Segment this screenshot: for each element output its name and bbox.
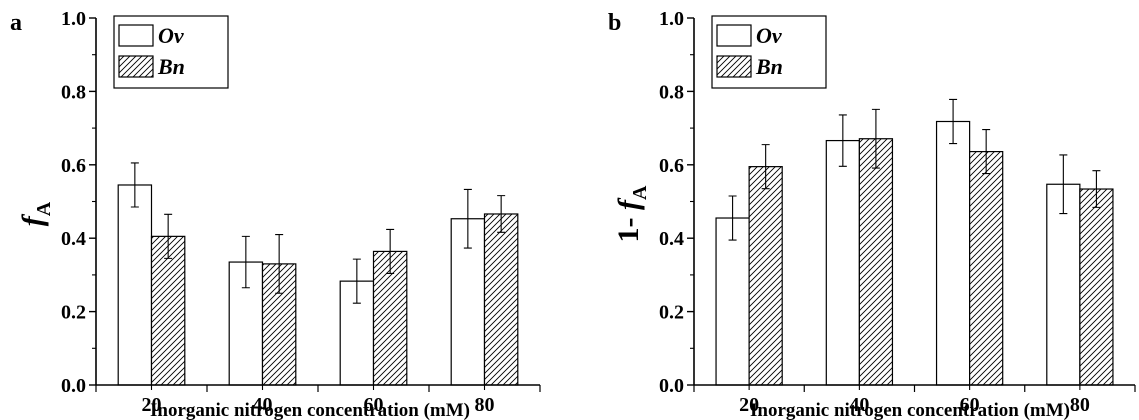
bar-bn-40 [858,138,894,386]
y-axis-label-a: fA [16,201,55,226]
x-axis-label-a: Inorganic nitrogen concentration (mM) [150,400,470,420]
error-bar-bn-80 [497,195,506,233]
bar-bn-20 [748,166,783,386]
x-tick-label-a-20: 20 [142,394,162,416]
error-bar-ov-20 [728,195,737,241]
legend-label-bn: Bn [755,54,783,79]
panel-b: b 1- fA Inorganic nitrogen concentration… [608,8,1136,420]
x-tick-label-b-80: 80 [1070,394,1090,416]
bar-ov-60 [935,120,971,386]
y-tick-label-b-1: 0.2 [659,302,684,324]
y-tick-label-a-4: 0.8 [61,81,86,103]
bar-ov-20 [715,217,750,386]
panel-letter-a: a [10,10,22,36]
plot-area-b: 0.0 0.2 0.4 0.6 0.8 1.0 20 40 60 80 Ov Bn [659,8,1136,416]
legend-b: Ov Bn [711,15,827,89]
bar-bn-20 [150,235,186,386]
error-bar-ov-60 [949,98,958,145]
error-bar-bn-60 [386,228,395,274]
bar-bn-60 [969,150,1004,386]
y-tick-label-a-5: 1.0 [61,8,86,30]
error-bar-ov-80 [463,188,472,249]
y-axis-label-b: 1- fA [612,185,651,243]
y-tick-label-a-1: 0.2 [61,302,86,324]
error-bar-bn-20 [164,213,173,259]
y-tick-label-a-0: 0.0 [61,375,86,397]
y-tick-label-b-2: 0.4 [659,228,684,250]
x-tick-label-a-80: 80 [475,394,495,416]
error-bar-ov-60 [352,258,361,304]
legend-label-bn: Bn [157,54,185,79]
error-bar-bn-40 [871,108,880,169]
y-tick-label-a-2: 0.4 [61,228,86,250]
x-tick-label-b-40: 40 [849,394,869,416]
y-tick-label-a-3: 0.6 [61,155,86,177]
y-tick-label-b-5: 1.0 [659,8,684,30]
x-tick-label-b-60: 60 [960,394,980,416]
y-tick-label-b-4: 0.8 [659,81,684,103]
legend-swatch-ov [118,24,154,47]
y-tick-label-b-0: 0.0 [659,375,684,397]
bar-bn-80 [1079,188,1114,386]
error-bar-ov-20 [130,162,139,208]
bar-ov-40 [825,139,860,386]
error-bar-bn-40 [275,233,284,294]
error-bar-bn-20 [761,144,770,190]
legend-label-ov: Ov [158,23,184,48]
x-axis-label-b: Inorganic nitrogen concentration (mM) [750,400,1070,420]
panel-a: a fA Inorganic nitrogen concentration (m… [10,8,541,420]
x-tick-label-b-20: 20 [739,394,759,416]
x-tick-label-a-60: 60 [364,394,384,416]
error-bar-ov-40 [241,235,250,289]
legend-label-ov: Ov [756,23,782,48]
bar-ov-20 [117,184,153,386]
plot-area-a: 0.0 0.2 0.4 0.6 0.8 1.0 20 40 60 80 Ov Bn [61,8,541,416]
bar-bn-80 [483,213,519,386]
error-bar-bn-80 [1092,170,1101,208]
legend-swatch-bn [118,55,154,78]
bar-ov-80 [1046,183,1081,386]
error-bar-ov-80 [1059,154,1068,215]
y-tick-label-b-3: 0.6 [659,155,684,177]
legend-swatch-ov [716,24,752,47]
x-tick-label-a-40: 40 [253,394,273,416]
error-bar-ov-40 [838,114,847,167]
error-bar-bn-60 [982,129,991,175]
legend-a: Ov Bn [113,15,229,89]
legend-swatch-bn [716,55,752,78]
panel-letter-b: b [608,10,621,36]
